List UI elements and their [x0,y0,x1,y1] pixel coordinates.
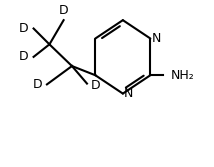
Text: D: D [19,22,29,35]
Text: N: N [124,87,134,100]
Text: D: D [59,4,68,17]
Text: D: D [32,78,42,91]
Text: D: D [19,50,29,63]
Text: D: D [90,79,100,92]
Text: NH₂: NH₂ [171,69,195,82]
Text: N: N [152,32,161,45]
